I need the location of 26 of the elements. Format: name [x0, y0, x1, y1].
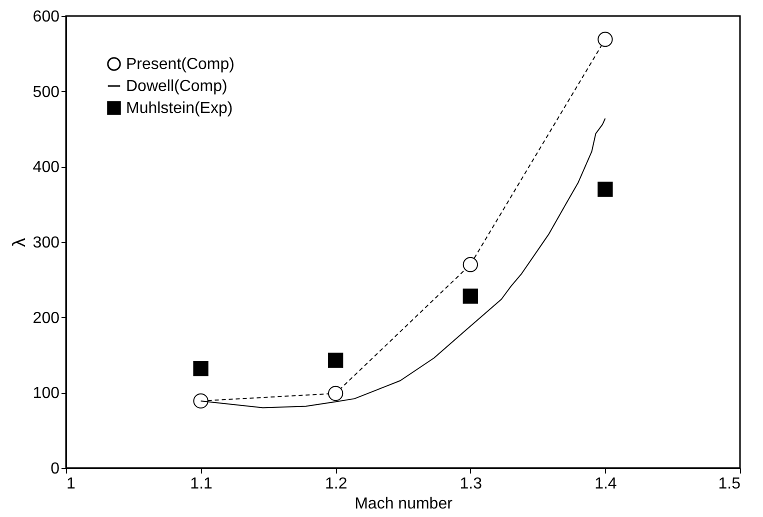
- x-tick-label: 1: [66, 476, 76, 492]
- x-tick-label: 1.3: [460, 476, 482, 492]
- legend-label: Dowell(Comp): [126, 78, 228, 95]
- x-tick-label: 1.4: [594, 476, 617, 492]
- x-axis-title: Mach number: [354, 496, 454, 512]
- legend-label: Muhlstein(Exp): [126, 100, 233, 117]
- point: [193, 393, 208, 409]
- point: [598, 32, 613, 47]
- y-tick-label: 400: [32, 159, 60, 176]
- x-tick-label: 1.1: [190, 476, 213, 492]
- y-tick-label: 200: [32, 310, 60, 327]
- y-tick-label: 600: [32, 8, 60, 26]
- point: [328, 386, 344, 401]
- point: [598, 182, 613, 197]
- y-tick-label: 100: [32, 385, 60, 402]
- y-tick-label: 500: [32, 84, 60, 101]
- legend-label: Present(Comp): [126, 56, 234, 73]
- y-tick-label: 0: [50, 460, 60, 478]
- point: [462, 288, 478, 304]
- x-tick-label: 1.2: [324, 476, 348, 492]
- point: [328, 352, 344, 368]
- point: [462, 257, 478, 272]
- y-axis-title: λ: [8, 238, 29, 247]
- y-tick-label: 300: [32, 234, 60, 252]
- x-tick-label: 1.5: [718, 476, 741, 492]
- point: [193, 360, 208, 376]
